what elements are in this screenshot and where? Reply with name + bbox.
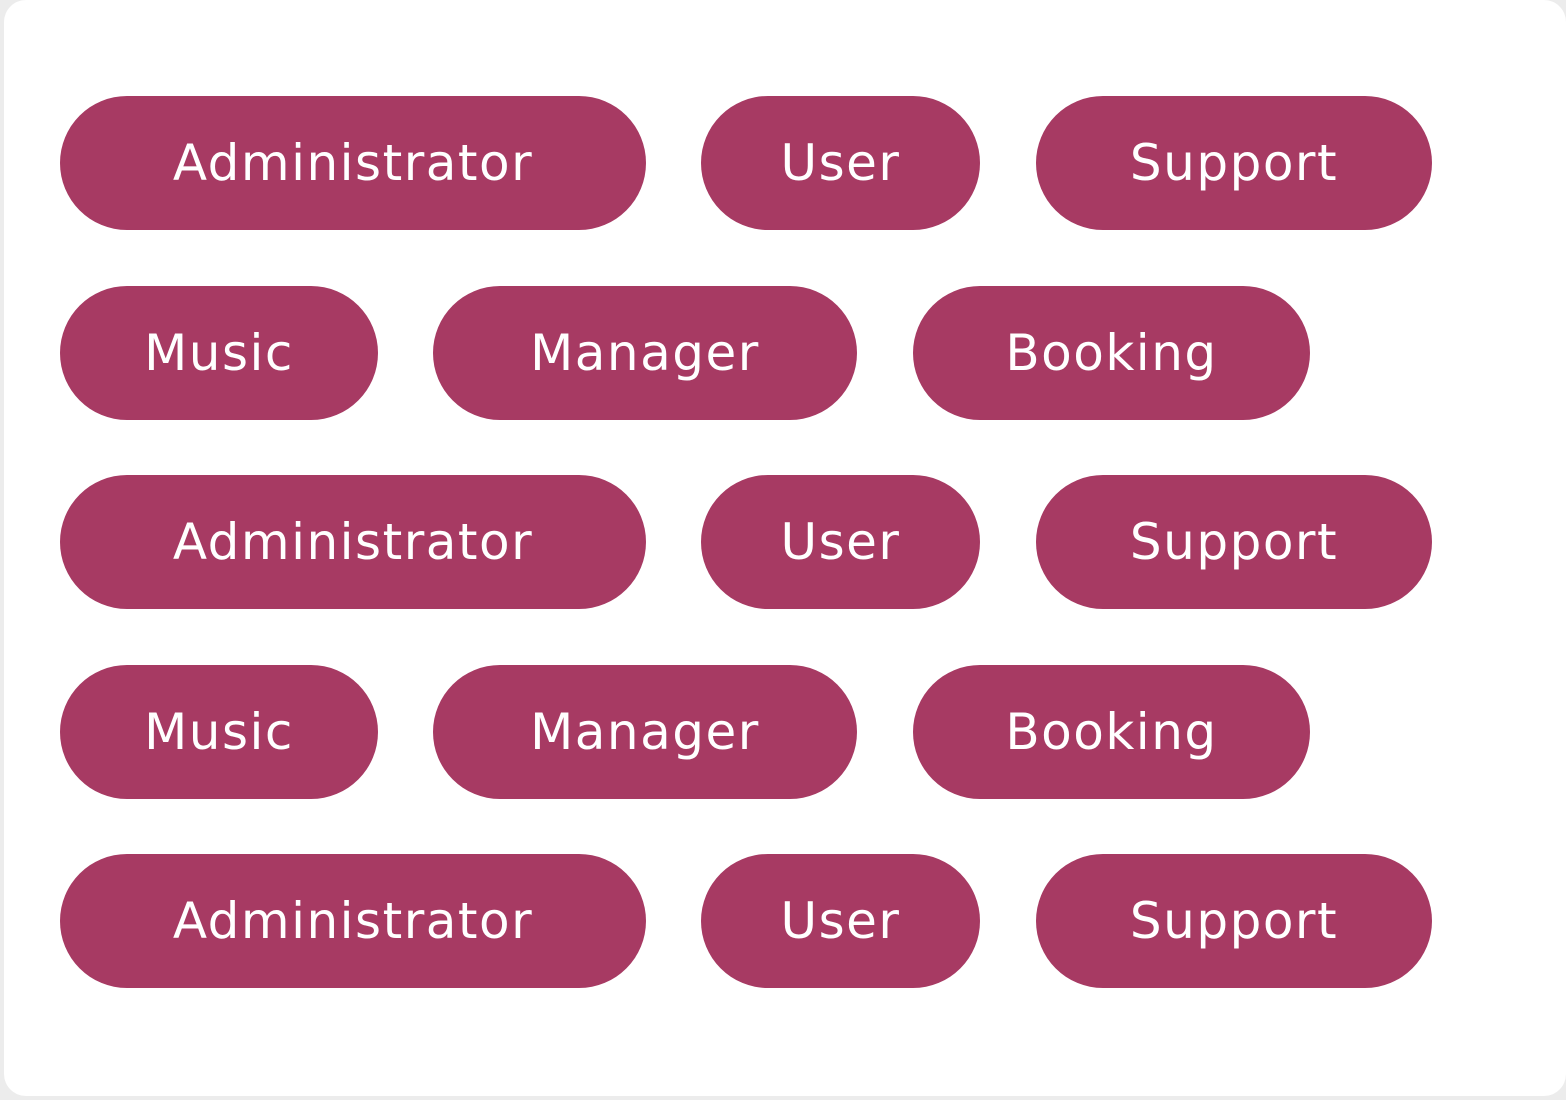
tag-label: Booking xyxy=(1005,324,1218,382)
tag-support[interactable]: Support xyxy=(1036,96,1432,230)
tag-label: Music xyxy=(144,324,294,382)
tag-administrator[interactable]: Administrator xyxy=(60,475,646,609)
tag-booking[interactable]: Booking xyxy=(913,286,1310,420)
tag-user[interactable]: User xyxy=(701,96,980,230)
tag-label: Support xyxy=(1129,513,1339,571)
tag-manager[interactable]: Manager xyxy=(433,665,857,799)
tag-music[interactable]: Music xyxy=(60,665,378,799)
tag-list-card: Administrator User Support Music Manager… xyxy=(4,0,1566,1096)
tag-label: Support xyxy=(1129,892,1339,950)
tag-label: User xyxy=(780,892,901,950)
tag-user[interactable]: User xyxy=(701,854,980,988)
tag-music[interactable]: Music xyxy=(60,286,378,420)
tag-booking[interactable]: Booking xyxy=(913,665,1310,799)
tag-support[interactable]: Support xyxy=(1036,854,1432,988)
tag-label: Support xyxy=(1129,134,1339,192)
tag-label: User xyxy=(780,134,901,192)
tag-support[interactable]: Support xyxy=(1036,475,1432,609)
tag-administrator[interactable]: Administrator xyxy=(60,854,646,988)
tag-administrator[interactable]: Administrator xyxy=(60,96,646,230)
tag-label: Manager xyxy=(530,324,760,382)
tag-manager[interactable]: Manager xyxy=(433,286,857,420)
tag-label: User xyxy=(780,513,901,571)
tag-label: Music xyxy=(144,703,294,761)
tag-label: Manager xyxy=(530,703,760,761)
tag-label: Booking xyxy=(1005,703,1218,761)
tag-label: Administrator xyxy=(172,513,534,571)
tag-label: Administrator xyxy=(172,134,534,192)
tag-label: Administrator xyxy=(172,892,534,950)
tag-user[interactable]: User xyxy=(701,475,980,609)
